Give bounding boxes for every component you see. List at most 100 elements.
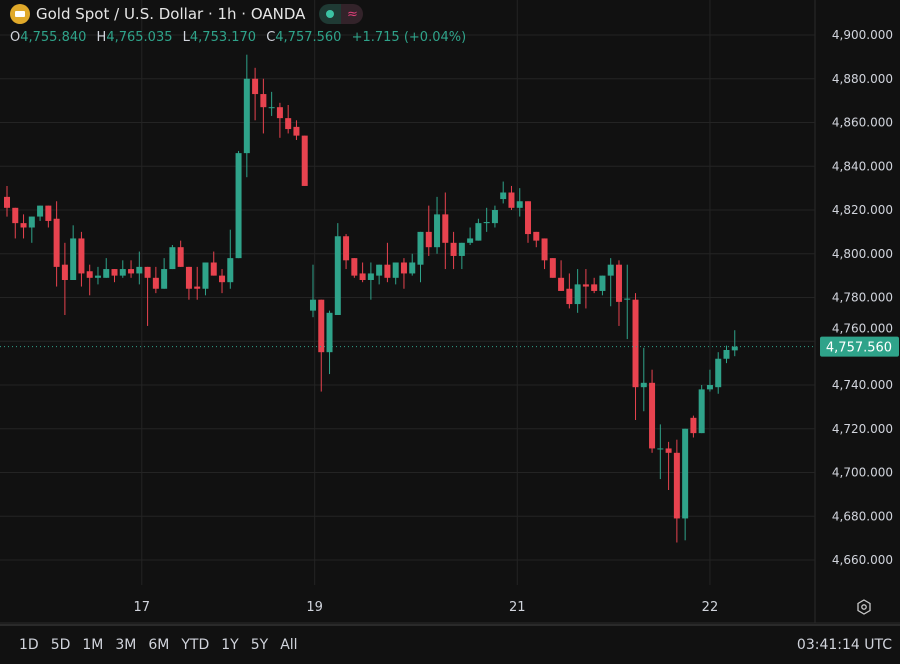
candle-body [185,266,192,289]
candle-body [508,192,515,208]
candle-body [219,275,226,283]
candle [28,216,35,243]
candle-body [483,222,490,224]
candle [37,205,44,221]
candle [334,223,341,315]
candle [227,229,234,289]
candle-body [558,277,565,291]
candle [376,264,383,285]
candle [574,269,581,313]
candle-body [194,286,201,289]
candle-body [12,207,19,224]
candle [706,369,713,392]
candle-body [227,258,234,283]
candle [392,262,399,285]
candle-body [690,417,697,434]
candle-body [566,288,573,305]
candle-body [409,262,416,274]
candle-body [491,210,498,224]
y-tick-label: 4,860.000 [832,116,893,130]
candle-body [293,126,300,136]
price-axis[interactable]: 4,900.000 4,880.000 4,860.000 4,840.000 4,82… [832,28,893,567]
candle-body [425,231,432,248]
candle [177,240,184,267]
open-value: 4,755.840 [20,30,87,45]
candle [128,260,135,278]
candle [12,207,19,239]
candle [20,214,27,239]
candle-body [202,262,209,289]
candle [607,258,614,307]
candle-body [582,284,589,287]
candle [243,54,250,178]
candle [731,330,738,357]
candle [235,150,242,259]
candle-body [599,275,606,291]
candle-body [86,271,93,278]
status-pill[interactable]: ≈ [319,4,364,24]
candle [533,231,540,248]
candle [343,234,350,270]
candle-body [541,238,548,261]
candle-body [252,78,259,95]
candle [624,264,631,340]
candle [582,269,589,309]
change-value: +1.715 (+0.04%) [351,30,467,45]
candle-body [53,218,60,267]
candle [202,262,209,296]
low-value: 4,753.170 [189,30,257,45]
candle-body [698,389,705,434]
candle-body [103,269,110,278]
candle-body [533,231,540,241]
candle-body [723,350,730,359]
candle-body [549,258,556,278]
y-tick-label: 4,760.000 [832,322,893,336]
range-5d[interactable]: 5D [50,637,71,653]
candle-body [119,269,126,276]
candle [351,258,358,278]
grid [0,0,900,624]
range-1d[interactable]: 1D [19,637,39,653]
y-tick-label: 4,660.000 [832,553,893,567]
range-1y[interactable]: 1Y [221,637,239,653]
candle [260,78,267,134]
hexagon-settings-icon[interactable] [855,598,873,616]
candle [409,253,416,276]
range-1m[interactable]: 1M [82,637,104,653]
candle [293,120,300,140]
candle-body [136,266,143,274]
utc-clock[interactable]: 03:41:14 UTC [796,637,892,653]
candle [491,205,498,228]
candle [425,205,432,256]
range-ytd[interactable]: YTD [181,637,210,653]
range-all[interactable]: All [280,637,298,653]
candle [434,196,441,254]
candle [169,245,176,270]
candle [252,67,259,121]
range-6m[interactable]: 6M [148,637,170,653]
time-axis[interactable]: 17 19 21 22 [134,600,719,615]
candle-body [442,214,449,243]
candle-body [640,382,647,388]
range-5y[interactable]: 5Y [250,637,269,653]
last-price-badge [820,336,899,357]
candle [45,205,52,228]
open-label: O [10,30,21,45]
candle-body [657,448,664,450]
candle-body [169,247,176,270]
y-tick-label: 4,740.000 [832,378,893,392]
y-tick-label: 4,720.000 [832,422,893,436]
approx-wave-icon: ≈ [341,4,364,24]
candle [682,428,689,541]
market-open-dot-icon [319,4,342,24]
candle [698,385,705,434]
range-3m[interactable]: 3M [115,637,137,653]
candle [285,105,292,134]
y-tick-label: 4,840.000 [832,159,893,173]
symbol-title[interactable]: Gold Spot / U.S. Dollar · 1h · OANDA [36,5,306,23]
gold-bars-icon [10,4,30,24]
close-value: 4,757.560 [275,30,342,45]
candle [599,275,606,296]
candle [549,258,556,278]
